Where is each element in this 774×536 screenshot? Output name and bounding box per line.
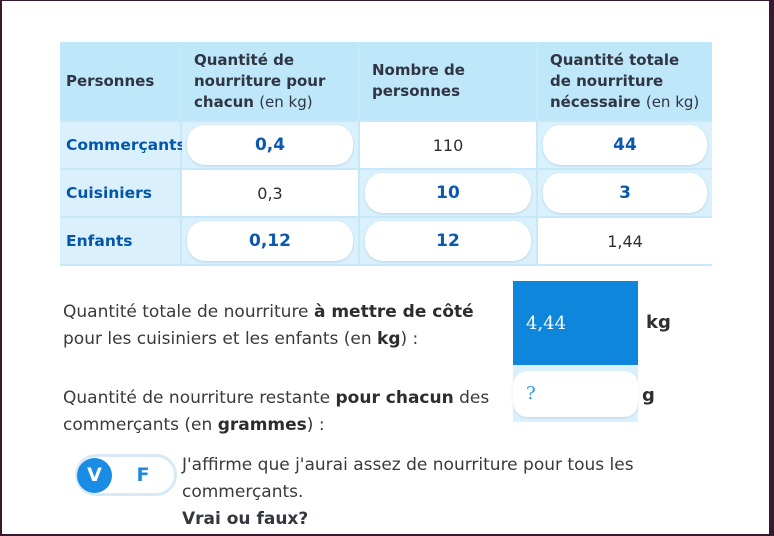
table-cell-answer: 12: [360, 218, 536, 264]
table-cell-given: 1,44: [538, 218, 712, 264]
answer-field-commercants-quantite[interactable]: 0,4: [187, 125, 353, 165]
answer-field-enfants-nombre[interactable]: 12: [365, 221, 531, 261]
table-cell-answer: 0,12: [182, 218, 358, 264]
table-cell-answer: 0,4: [182, 122, 358, 168]
row-label-enfants: Enfants: [60, 218, 180, 264]
header-label: Nombre de personnes: [372, 61, 465, 100]
table-cell-answer: 44: [538, 122, 712, 168]
row-label-cuisiniers: Cuisiniers: [60, 170, 180, 216]
text-segment-bold: kg: [377, 329, 401, 349]
header-unit: (en kg): [645, 92, 700, 111]
header-label: Quantité de nourriture pour chacun: [194, 50, 326, 111]
unit-label-g: g: [642, 385, 655, 406]
table-cell-given: 0,3: [182, 170, 358, 216]
text-segment: pour les cuisiniers et les enfants (en: [63, 329, 378, 349]
text-segment: Quantité totale de nourriture: [63, 302, 314, 322]
answer-field-cuisiniers-total[interactable]: 3: [543, 173, 707, 213]
remaining-input-wrap: ?: [513, 365, 638, 422]
text-segment: Quantité de nourriture restante: [63, 388, 336, 408]
unit-label-kg: kg: [646, 312, 671, 333]
column-header-personnes: Personnes: [60, 42, 180, 120]
header-label: Quantité totale de nourriture nécessaire: [550, 50, 680, 111]
remaining-g-input[interactable]: ?: [513, 370, 638, 417]
true-false-statement: J'affirme que j'aurai assez de nourritur…: [182, 452, 652, 533]
text-segment-bold: pour chacun: [335, 388, 454, 408]
table-cell-answer: 10: [360, 170, 536, 216]
column-header-quantite-totale: Quantité totale de nourriture nécessaire…: [538, 42, 712, 120]
table-cell-answer: 3: [538, 170, 712, 216]
header-label: Personnes: [66, 71, 155, 90]
text-segment-bold: grammes: [217, 415, 307, 435]
row-label-commercants: Commerçants: [60, 122, 186, 168]
question-remaining-text: Quantité de nourriture restante pour cha…: [63, 385, 518, 439]
text-segment: ) :: [400, 329, 419, 349]
answer-input-stack: 4,44 ?: [513, 281, 638, 422]
vrai-ou-faux-prompt: Vrai ou faux?: [182, 509, 309, 529]
text-segment-bold: à mettre de côté: [313, 302, 474, 322]
table-cell-given: 110: [360, 122, 536, 168]
food-quantity-table: Personnes Quantité de nourriture pour ch…: [60, 42, 712, 266]
statement-text: J'affirme que j'aurai assez de nourritur…: [182, 455, 634, 502]
header-unit: (en kg): [259, 92, 313, 111]
answer-field-cuisiniers-nombre[interactable]: 10: [365, 173, 531, 213]
question-total-text: Quantité totale de nourriture à mettre d…: [63, 299, 518, 353]
answer-field-enfants-quantite[interactable]: 0,12: [187, 221, 353, 261]
text-segment: ) :: [306, 415, 325, 435]
column-header-quantite-chacun: Quantité de nourriture pour chacun (en k…: [182, 42, 358, 120]
true-false-toggle[interactable]: V F: [75, 454, 177, 496]
column-header-nombre: Nombre de personnes: [360, 42, 536, 120]
answer-field-commercants-total[interactable]: 44: [543, 125, 707, 165]
faux-button[interactable]: F: [136, 464, 150, 486]
total-kg-input[interactable]: 4,44: [513, 281, 638, 365]
vrai-button[interactable]: V: [77, 457, 112, 493]
text-segment: des commerçants (en: [63, 388, 490, 435]
